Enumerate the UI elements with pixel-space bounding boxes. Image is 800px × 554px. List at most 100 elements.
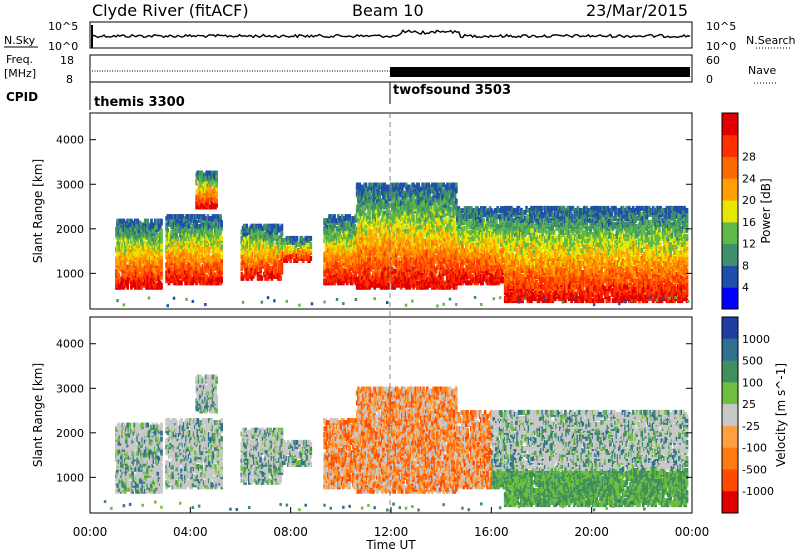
echo-cell (211, 202, 215, 208)
echo-cell (120, 242, 123, 248)
echo-cell (126, 276, 129, 282)
echo-cell (220, 220, 223, 226)
echo-cell (120, 250, 123, 256)
echo-cell (120, 226, 123, 232)
echo-cell (160, 242, 163, 248)
echo-cell (309, 256, 313, 261)
echo-cell (122, 226, 126, 232)
echo-cell (166, 228, 170, 234)
echo-cell (125, 252, 128, 258)
echo-cell (155, 218, 158, 224)
echo-cell (220, 254, 223, 260)
nave-label: Nave (748, 64, 776, 77)
echo-cell (412, 214, 415, 220)
echo-cell (184, 228, 187, 234)
echo-cell (309, 242, 313, 247)
echo-cell (160, 258, 163, 264)
echo-cell (120, 276, 123, 282)
echo-cell (130, 282, 133, 288)
echo-cell (215, 198, 218, 204)
echo-cell (143, 218, 147, 224)
echo-cell (175, 232, 178, 238)
noise-left-tick-bottom: 10^0 (48, 40, 78, 53)
echo-cell (120, 260, 123, 266)
echo-cell (295, 235, 299, 241)
echo-cell (215, 170, 218, 176)
power-data-field (115, 170, 690, 308)
echo-cell (197, 254, 201, 260)
noise-right-tick-top: 10^5 (706, 20, 736, 33)
echo-cell (157, 232, 161, 238)
echo-cell (140, 284, 143, 290)
echo-cell (125, 264, 128, 270)
freq-unit-label: [MHz] (4, 67, 36, 80)
echo-cell (160, 236, 163, 242)
freq-left-tick-bottom: 8 (66, 73, 73, 86)
echo-cell (120, 234, 123, 240)
echo-cell (160, 218, 163, 224)
echo-cell (122, 252, 126, 258)
echo-cell (123, 236, 127, 242)
echo-cell (243, 223, 246, 229)
nsky-label: N.Sky (4, 34, 36, 47)
echo-cell (417, 182, 420, 188)
echo-cell (219, 214, 222, 220)
echo-cell (120, 264, 123, 270)
noise-right-tick-bottom: 10^0 (706, 40, 736, 53)
echo-cell (309, 235, 313, 241)
freq-panel-frame (89, 54, 693, 83)
echo-cell (120, 282, 123, 288)
echo-cell (177, 224, 181, 230)
echo-cell (280, 223, 284, 229)
echo-cell (260, 275, 264, 281)
echo-cell (387, 282, 390, 288)
cpid-segment-1: themis 3300 (94, 95, 185, 110)
echo-cell (125, 246, 128, 252)
freq-label: Freq. (6, 53, 33, 66)
echo-cell (122, 218, 126, 224)
freq-right-tick-bottom: 0 (706, 73, 713, 86)
echo-cell (368, 192, 371, 198)
freq-left-tick-top: 18 (60, 54, 74, 67)
echo-cell (117, 272, 121, 278)
echo-cell (157, 264, 161, 270)
echo-cell (182, 258, 186, 264)
nsearch-label: N.Search (746, 34, 796, 47)
cpid-segment-2: twofsound 3503 (393, 83, 511, 98)
echo-cell (364, 182, 368, 188)
cpid-label: CPID (6, 90, 38, 104)
echo-cell (437, 246, 440, 252)
echo-cell (180, 218, 183, 224)
echo-cell (138, 220, 142, 226)
echo-cell (160, 274, 163, 280)
echo-cell (160, 232, 163, 238)
echo-cell (334, 218, 338, 224)
echo-cell (125, 240, 128, 246)
echo-cell (187, 278, 191, 284)
echo-cell (122, 284, 126, 290)
echo-cell (155, 266, 158, 272)
echo-cell (125, 230, 128, 236)
echo-cell (170, 214, 173, 220)
echo-cell (122, 234, 126, 240)
echo-cell (130, 218, 133, 224)
echo-cell (352, 216, 355, 222)
noise-series-line (91, 29, 691, 39)
echo-cell (180, 280, 183, 286)
echo-cell (125, 272, 128, 278)
date-title: 23/Mar/2015 (586, 1, 688, 20)
echo-cell (391, 266, 394, 272)
echo-cell (181, 214, 185, 220)
echo-cell (276, 223, 280, 229)
echo-cell (166, 214, 170, 220)
echo-cell (122, 272, 126, 278)
echo-cell (125, 220, 128, 226)
noise-left-tick-top: 10^5 (48, 20, 78, 33)
echo-cell (122, 230, 126, 236)
echo-cell (127, 218, 131, 224)
echo-cell (180, 252, 183, 258)
echo-cell (146, 260, 149, 266)
station-title: Clyde River (fitACF) (92, 1, 249, 20)
echo-cell (279, 275, 282, 281)
